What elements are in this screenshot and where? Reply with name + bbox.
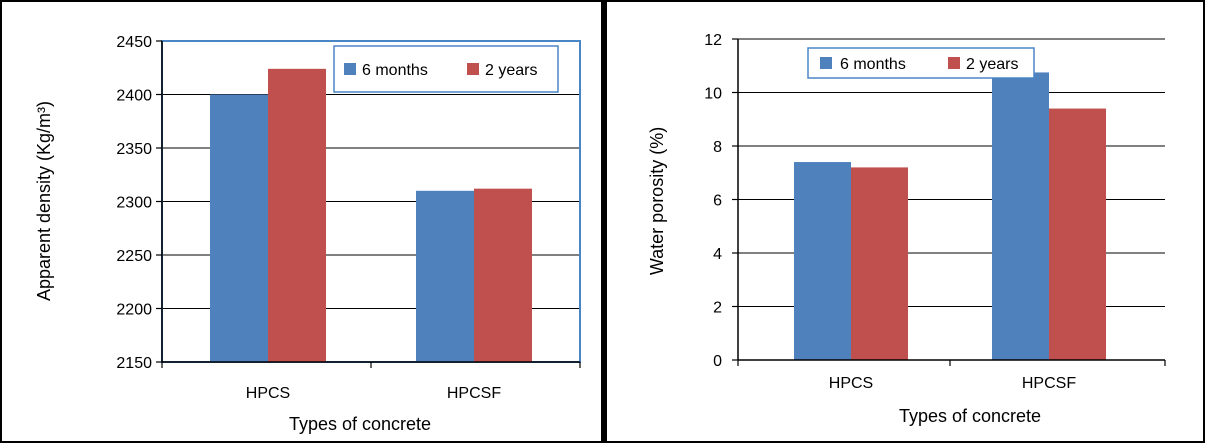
chart-apparent-density: 2150 2200 2250 2300 2350 2400 2450 HPCS HPCSF A… <box>34 34 581 434</box>
chart-water-porosity: 0 2 4 6 8 10 12 HPCS HPCSF Water porosity (%) T… <box>647 32 1166 426</box>
y-tick-label: 10 <box>704 86 722 103</box>
chart-apparent-density-legend: 6 months 2 years <box>333 45 559 93</box>
x-tick-label-hpcsf: HPCSF <box>447 385 501 402</box>
y-tick-label: 2 <box>713 300 722 317</box>
bar-porosity-hpcsf-2-years <box>1049 108 1106 360</box>
chart-water-porosity-y-title: Water porosity (%) <box>647 127 667 275</box>
y-tick-label: 12 <box>704 32 722 49</box>
x-tick-label-hpcs: HPCS <box>246 385 290 402</box>
legend-swatch-6-months <box>820 57 832 69</box>
x-tick-label-hpcsf: HPCSF <box>1022 375 1076 392</box>
y-tick-label: 6 <box>713 193 722 210</box>
y-tick-label: 2350 <box>116 141 152 158</box>
y-tick-label: 2450 <box>116 34 152 51</box>
y-tick-label: 2400 <box>116 88 152 105</box>
panel-left-border <box>0 0 603 443</box>
legend-label-2-years: 2 years <box>966 56 1018 73</box>
legend-swatch-2-years <box>467 63 479 75</box>
chart-apparent-density-x-title: Types of concrete <box>289 414 431 434</box>
bar-density-hpcsf-2-years <box>474 188 532 362</box>
bar-density-hpcs-6-months <box>210 94 268 362</box>
chart-apparent-density-y-title: Apparent density (Kg/m³) <box>34 101 54 301</box>
legend-label-2-years: 2 years <box>485 62 537 79</box>
legend-box <box>333 45 559 93</box>
bar-density-hpcsf-6-months <box>416 190 474 362</box>
legend-box <box>807 47 1035 79</box>
bar-density-hpcs-2-years <box>268 68 326 362</box>
chart-water-porosity-legend: 6 months 2 years <box>807 47 1035 79</box>
x-tick-label-hpcs: HPCS <box>829 375 873 392</box>
y-tick-label: 2300 <box>116 195 152 212</box>
y-tick-label: 2250 <box>116 248 152 265</box>
bar-porosity-hpcsf-6-months <box>992 72 1049 360</box>
chart-water-porosity-x-title: Types of concrete <box>899 406 1041 426</box>
bar-porosity-hpcs-6-months <box>794 162 851 360</box>
panel-right-border <box>605 0 1205 443</box>
y-tick-label: 2200 <box>116 302 152 319</box>
y-tick-label: 4 <box>713 246 722 263</box>
legend-label-6-months: 6 months <box>362 62 428 79</box>
y-tick-label: 0 <box>713 353 722 370</box>
y-tick-label: 2150 <box>116 355 152 372</box>
legend-swatch-6-months <box>344 63 356 75</box>
bar-porosity-hpcs-2-years <box>851 167 908 360</box>
legend-swatch-2-years <box>948 57 960 69</box>
y-tick-label: 8 <box>713 139 722 156</box>
legend-label-6-months: 6 months <box>840 56 906 73</box>
